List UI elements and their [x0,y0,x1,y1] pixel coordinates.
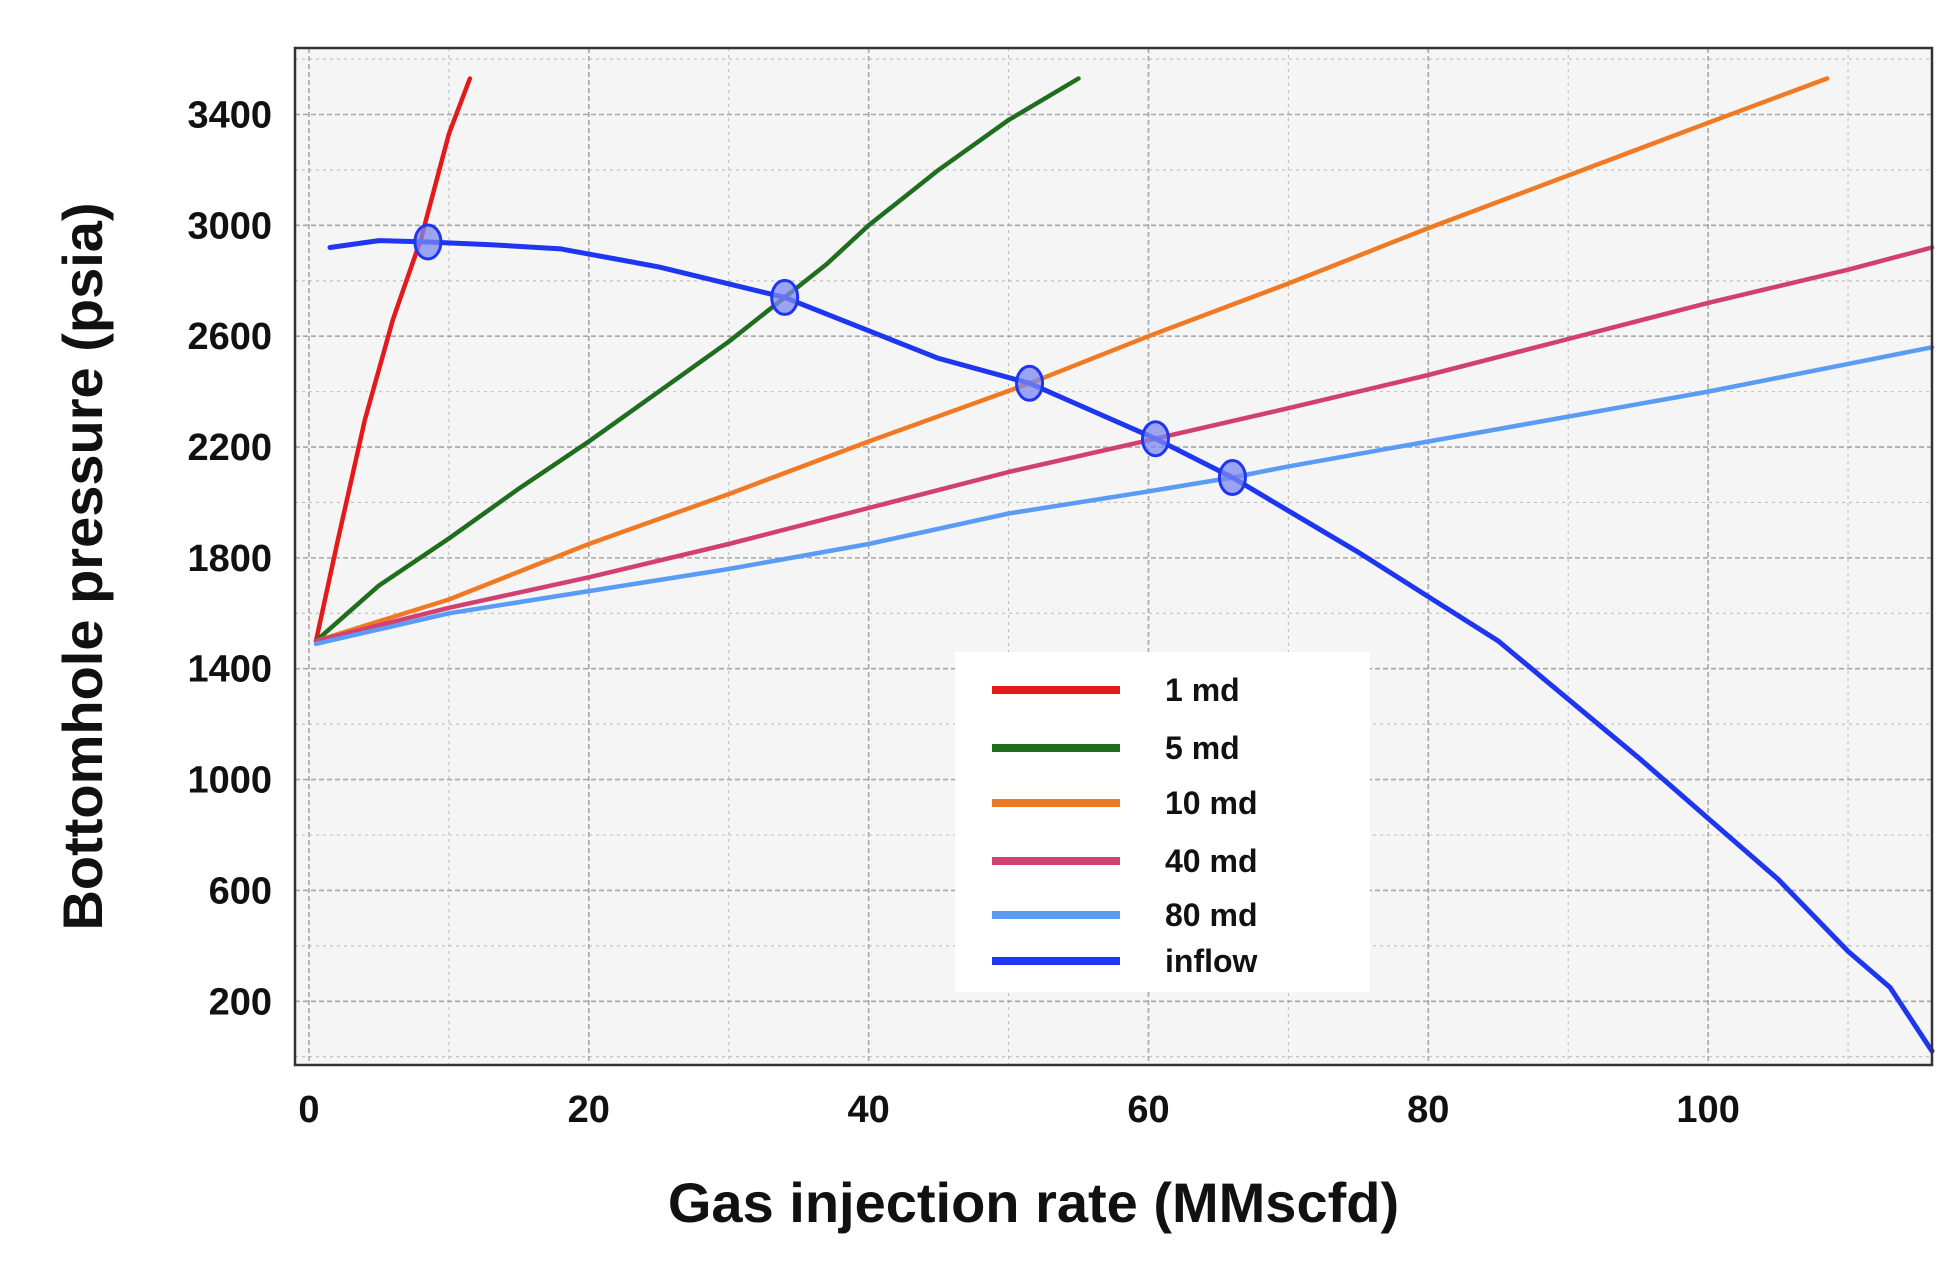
legend-label: 10 md [1165,785,1257,821]
y-tick-label: 3000 [187,205,272,247]
y-tick-label: 1800 [187,538,272,580]
intersection-marker [770,278,800,316]
y-tick-label: 600 [209,870,272,912]
legend-label: 1 md [1165,672,1240,708]
axis-ticks: 0 20 40 60 80 100 200 600 1000 1400 1800 2200 2600 30… [187,95,1739,1131]
series-line-10-md [313,76,1830,644]
y-tick-label: 1000 [187,760,272,802]
x-axis-title: Gas injection rate (MMscfd) [668,1171,1399,1234]
legend-label: 80 md [1165,897,1257,933]
y-tick-label: 1400 [187,649,272,691]
x-tick-label: 80 [1407,1089,1449,1131]
intersection-marker [1015,364,1045,402]
series-group [313,76,1935,1054]
legend-label: inflow [1165,943,1258,979]
x-tick-label: 60 [1127,1089,1169,1131]
intersection-markers [413,223,1247,497]
y-tick-label: 2200 [187,427,272,469]
legend-label: 5 md [1165,730,1240,766]
series-line-inflow [327,238,1935,1054]
x-tick-label: 100 [1676,1089,1739,1131]
series-line-1-md [313,76,473,644]
legend: 1 md 5 md 10 md 40 md 80 md inflow [955,652,1370,992]
intersection-marker [1217,459,1247,497]
y-tick-label: 3400 [187,95,272,137]
x-tick-label: 40 [848,1089,890,1131]
intersection-marker [1140,420,1170,458]
plot-frame [293,46,1934,1067]
x-tick-label: 20 [568,1089,610,1131]
legend-label: 40 md [1165,843,1257,879]
series-line-80-md [313,345,1935,647]
y-tick-label: 200 [209,981,272,1023]
y-tick-label: 2600 [187,316,272,358]
intersection-marker [413,223,443,261]
y-axis-title: Bottomhole pressure (psia) [51,202,114,930]
series-line-5-md [313,76,1081,644]
x-tick-label: 0 [298,1089,319,1131]
legend-box [955,652,1370,992]
